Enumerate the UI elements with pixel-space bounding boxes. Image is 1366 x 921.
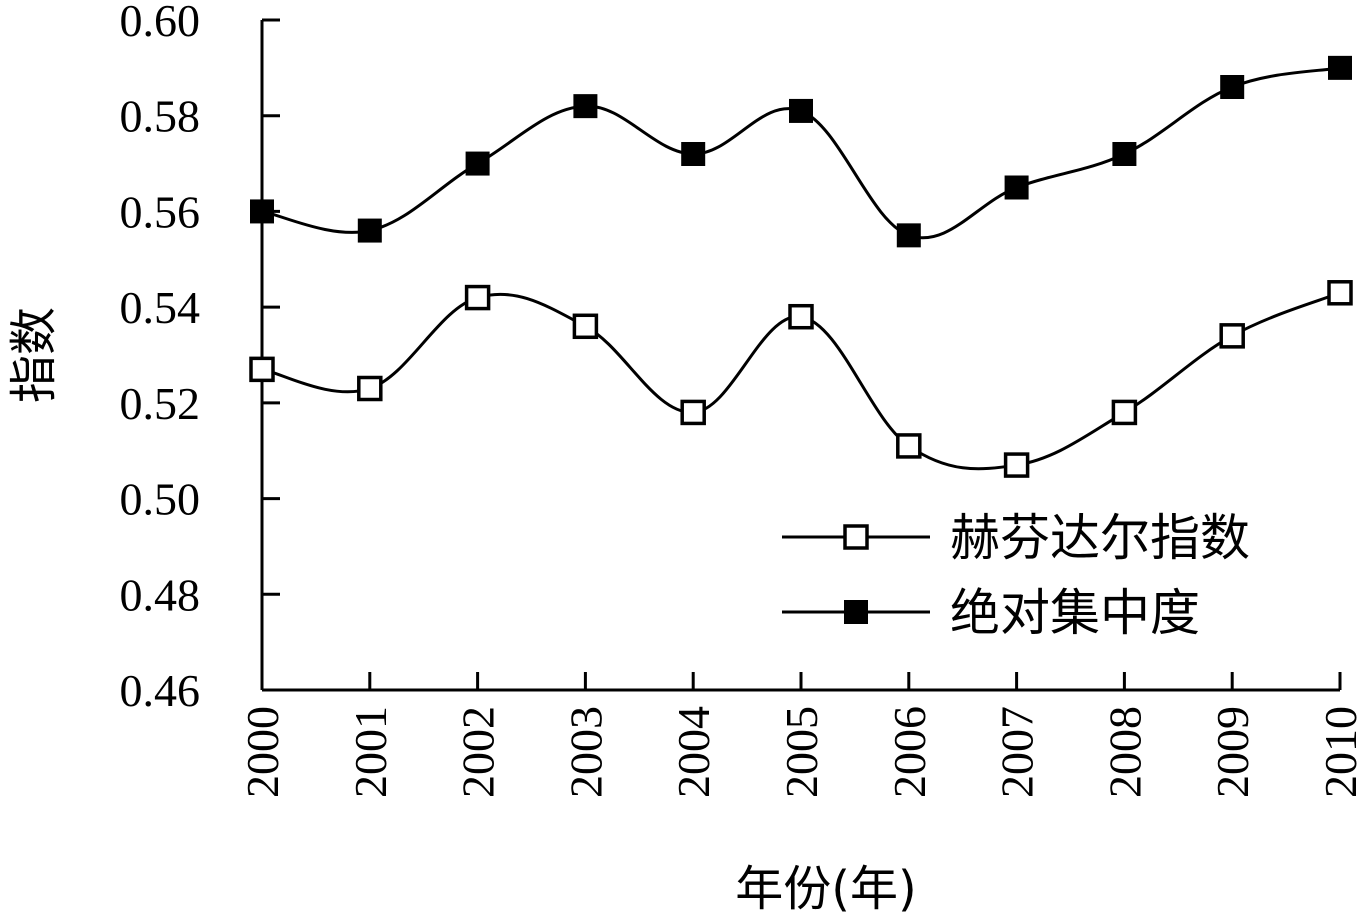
x-tick-label: 2003 [560, 706, 611, 798]
legend-item: 赫芬达尔指数 [782, 509, 1250, 567]
x-axis-ticks: 2000 2001 2002 2003 2004 2005 2006 2007 2008 2009… [237, 672, 1366, 798]
x-tick-label: 2005 [776, 706, 827, 798]
y-tick-label: 0.56 [120, 186, 201, 237]
hollow-square-marker [1327, 280, 1353, 306]
hollow-square-marker [464, 284, 491, 311]
y-tick-label: 0.50 [120, 474, 201, 525]
x-tick-label: 2004 [668, 706, 719, 798]
series-layer [249, 55, 1353, 478]
filled-square-marker [250, 199, 274, 224]
x-axis-title: 年份(年) [735, 861, 916, 917]
filled-square-marker [1220, 75, 1245, 99]
series-herfindahl [249, 280, 1353, 478]
y-tick-label: 0.52 [120, 378, 201, 429]
filled-square-marker [357, 218, 382, 243]
hollow-square-marker [572, 313, 599, 340]
hollow-square-marker [1111, 399, 1138, 426]
filled-square-marker [1112, 142, 1137, 166]
hollow-square-marker [1003, 452, 1030, 478]
hollow-square-marker [680, 399, 706, 426]
filled-square-marker [1328, 55, 1352, 80]
series-concentration [250, 55, 1352, 248]
x-tick-label: 2008 [1099, 706, 1150, 798]
legend-hollow-square-marker [843, 524, 869, 550]
y-axis-title: 指数 [6, 307, 62, 403]
y-axis-ticks: 0.60 0.58 0.56 0.54 0.52 0.50 0.48 0.46 [120, 0, 280, 716]
x-tick-label: 2010 [1315, 706, 1366, 798]
y-tick-label: 0.58 [120, 91, 201, 142]
hollow-square-marker [788, 303, 814, 330]
legend-filled-square-marker [844, 600, 868, 624]
series-line [261, 66, 1341, 240]
y-tick-label: 0.46 [120, 665, 201, 716]
y-tick-label: 0.60 [120, 0, 201, 46]
filled-square-marker [1004, 175, 1029, 200]
legend-item: 绝对集中度 [782, 584, 1200, 642]
legend-label: 赫芬达尔指数 [950, 509, 1250, 567]
x-tick-label: 2006 [884, 706, 935, 798]
x-tick-label: 2000 [237, 706, 288, 798]
legend-label: 绝对集中度 [950, 584, 1200, 642]
hollow-square-marker [896, 433, 922, 459]
filled-square-marker [896, 223, 921, 248]
filled-square-marker [681, 142, 706, 166]
filled-square-marker [573, 94, 598, 119]
hollow-square-marker [1219, 323, 1245, 349]
filled-square-marker [465, 151, 490, 176]
y-tick-label: 0.54 [120, 282, 201, 333]
x-tick-label: 2007 [992, 706, 1043, 798]
y-tick-label: 0.48 [120, 569, 201, 620]
x-tick-label: 2002 [453, 706, 504, 798]
x-tick-label: 2001 [345, 706, 396, 798]
x-tick-label: 2009 [1207, 706, 1258, 798]
hollow-square-marker [357, 375, 383, 402]
filled-square-marker [789, 98, 813, 123]
hollow-square-marker [249, 356, 275, 383]
